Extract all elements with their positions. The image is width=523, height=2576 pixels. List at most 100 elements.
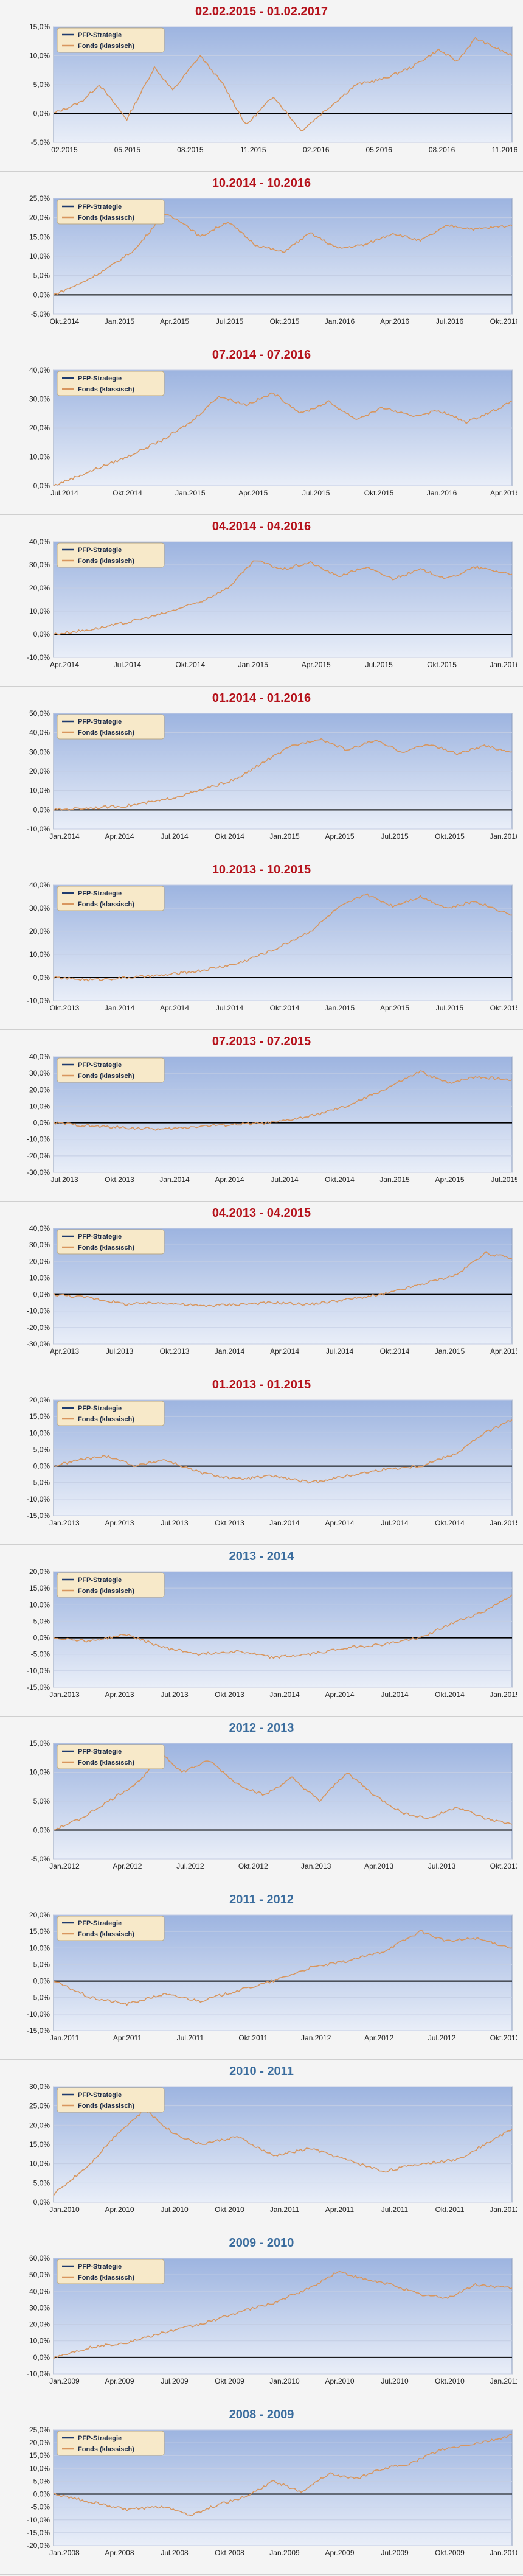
y-tick-label: -20,0% [27,1152,50,1160]
x-tick-label: Okt.2015 [435,832,465,841]
y-tick-label: 0,0% [33,2490,50,2499]
x-tick-label: Jan.2014 [215,1347,245,1356]
legend-strategy-label: PFP-Strategie [78,1405,122,1412]
legend-strategy-label: PFP-Strategie [78,2091,122,2099]
x-tick-label: Apr.2010 [325,2377,354,2385]
fund-series-line [53,560,513,635]
panel-divider [0,1201,523,1202]
x-tick-label: Okt.2010 [435,2377,465,2385]
chart-panel: 2008 - 2009 -20,0% -15,0% -10,0% -5,0% 0,0% 5,… [0,2403,523,2575]
y-tick-label: 40,0% [29,1053,50,1061]
x-tick-label: Apr.2014 [50,660,79,669]
legend-fund-label: Fonds (klassisch) [78,2274,134,2281]
chart-panel: 10.2013 - 10.2015 -10,0% 0,0% 10,0% 20,0% 30,… [0,858,523,1030]
y-tick-label: 10,0% [29,950,50,959]
x-tick-label: Jan.2013 [49,1519,80,1527]
x-tick-label: Apr.2013 [50,1347,79,1356]
y-tick-label: 30,0% [29,1069,50,1077]
x-tick-label: Apr.2015 [325,832,354,841]
chart-title: 01.2013 - 01.2015 [212,1378,311,1391]
y-tick-label: -5,0% [31,2503,50,2511]
x-tick-label: Jan.2016 [490,832,517,841]
y-tick-label: 40,0% [29,538,50,546]
legend-strategy-label: PFP-Strategie [78,32,122,39]
y-tick-label: 5,0% [33,2477,50,2485]
x-tick-label: Jan.2016 [325,317,355,326]
legend-strategy-label: PFP-Strategie [78,547,122,554]
y-tick-label: 10,0% [29,453,50,461]
legend-box [57,2259,165,2284]
legend-fund-label: Fonds (klassisch) [78,1931,134,1938]
y-tick-label: -5,0% [31,1855,50,1863]
y-tick-label: 0,0% [33,1119,50,1127]
y-tick-label: -10,0% [27,1307,50,1315]
x-tick-label: Jul.2013 [161,1690,189,1699]
x-tick-label: Okt.2011 [435,2205,465,2214]
fund-series-line [53,392,513,486]
x-tick-label: Okt.2014 [325,1175,355,1184]
y-tick-label: -15,0% [27,1511,50,1520]
x-tick-label: Apr.2008 [105,2549,134,2557]
y-tick-label: 15,0% [29,1927,50,1936]
x-tick-label: Jul.2015 [436,1004,464,1012]
legend: PFP-Strategie Fonds (klassisch) [57,199,165,225]
legend-fund-label: Fonds (klassisch) [78,1073,134,1080]
legend-fund-label: Fonds (klassisch) [78,1244,134,1251]
x-tick-label: Jul.2013 [428,1862,456,1871]
x-tick-label: Jan.2015 [175,489,206,497]
x-tick-label: Okt.2013 [490,1862,517,1871]
x-tick-label: Jan.2008 [49,2549,80,2557]
x-tick-label: Apr.2015 [238,489,268,497]
x-tick-label: Jan.2015 [105,317,135,326]
x-tick-label: Jan.2016 [490,660,517,669]
y-tick-label: 0,0% [33,1977,50,1986]
legend-strategy-label: PFP-Strategie [78,890,122,897]
x-tick-label: Jul.2010 [381,2377,409,2385]
x-tick-label: Jan.2014 [269,1690,300,1699]
chart-title: 2010 - 2011 [229,2065,294,2078]
legend-strategy-label: PFP-Strategie [78,1062,122,1069]
x-tick-label: Apr.2012 [364,2034,393,2042]
x-tick-label: Jan.2010 [269,2377,300,2385]
y-tick-label: 20,0% [29,584,50,592]
fund-series-line [53,37,513,131]
chart-panel: 2011 - 2012 -15,0% -10,0% -5,0% 0,0% 5,0% 10,0… [0,1888,523,2060]
y-tick-label: 30,0% [29,561,50,569]
panel-divider [0,2059,523,2060]
x-tick-label: Okt.2010 [215,2205,244,2214]
panel-divider [0,2574,523,2575]
legend: PFP-Strategie Fonds (klassisch) [57,1401,165,1426]
x-tick-label: Jan.2014 [269,1519,300,1527]
y-tick-label: 15,0% [29,1412,50,1421]
x-tick-label: Jul.2014 [381,1690,409,1699]
x-tick-label: Apr.2009 [105,2377,134,2385]
y-tick-label: -10,0% [27,1135,50,1144]
y-tick-label: -30,0% [27,1168,50,1177]
y-tick-label: 50,0% [29,710,50,718]
legend-strategy-label: PFP-Strategie [78,2435,122,2442]
y-tick-label: -5,0% [31,1650,50,1659]
chart-panel: 2012 - 2013 -5,0% 0,0% 5,0% 10,0% 15,0% Jan.20… [0,1717,523,1888]
line-chart: -5,0% 0,0% 5,0% 10,0% 15,0% Jan.2012 Apr.2012 J… [29,1740,517,1871]
x-tick-label: Jan.2011 [50,2034,80,2042]
x-tick-label: Okt.2014 [270,1004,300,1012]
x-tick-label: Jan.2013 [49,1690,80,1699]
chart-title: 2008 - 2009 [229,2408,294,2421]
legend-box [57,2431,165,2456]
x-tick-label: Jul.2014 [161,832,189,841]
x-tick-label: Jul.2014 [271,1175,299,1184]
x-tick-label: 08.2016 [429,145,455,154]
y-tick-label: 40,0% [29,881,50,889]
y-tick-label: 20,0% [29,424,50,432]
chart-title: 2011 - 2012 [229,1893,294,1906]
y-tick-label: -15,0% [27,1683,50,1692]
y-tick-label: 60,0% [29,2255,50,2263]
y-tick-label: 25,0% [29,2102,50,2110]
x-tick-label: Okt.2009 [215,2377,244,2385]
x-tick-label: Jul.2015 [365,660,393,669]
legend-fund-label: Fonds (klassisch) [78,2102,134,2110]
panel-divider [0,1716,523,1717]
x-tick-label: Jan.2014 [49,832,80,841]
legend-fund-label: Fonds (klassisch) [78,43,134,50]
x-tick-label: Jul.2015 [491,1175,517,1184]
